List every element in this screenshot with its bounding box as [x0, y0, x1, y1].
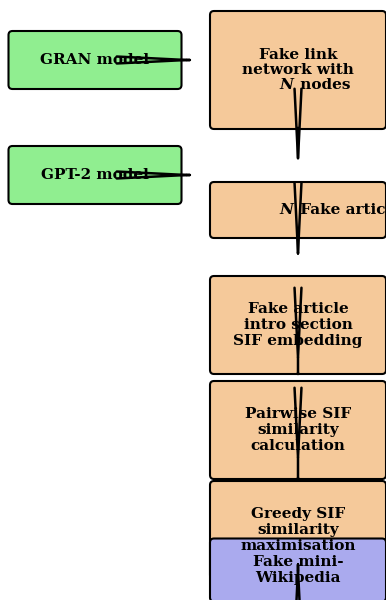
FancyBboxPatch shape	[8, 146, 181, 204]
FancyBboxPatch shape	[210, 481, 386, 579]
Text: GRAN model: GRAN model	[41, 53, 149, 67]
Text: Fake articles: Fake articles	[295, 203, 386, 217]
Text: network with: network with	[242, 63, 354, 77]
Text: nodes: nodes	[295, 78, 350, 92]
FancyBboxPatch shape	[210, 182, 386, 238]
FancyBboxPatch shape	[210, 381, 386, 479]
FancyBboxPatch shape	[210, 11, 386, 129]
Text: N: N	[279, 78, 293, 92]
Text: N: N	[279, 203, 293, 217]
FancyBboxPatch shape	[210, 276, 386, 374]
Text: Fake mini-
Wikipedia: Fake mini- Wikipedia	[253, 555, 343, 585]
FancyBboxPatch shape	[210, 539, 386, 600]
Text: Fake article
intro section
SIF embedding: Fake article intro section SIF embedding	[233, 302, 363, 348]
Text: GPT-2 model: GPT-2 model	[41, 168, 149, 182]
Text: Greedy SIF
similarity
maximisation: Greedy SIF similarity maximisation	[240, 507, 356, 553]
Text: Fake link: Fake link	[259, 48, 337, 62]
FancyBboxPatch shape	[8, 31, 181, 89]
Text: Pairwise SIF
similarity
calculation: Pairwise SIF similarity calculation	[245, 407, 351, 453]
